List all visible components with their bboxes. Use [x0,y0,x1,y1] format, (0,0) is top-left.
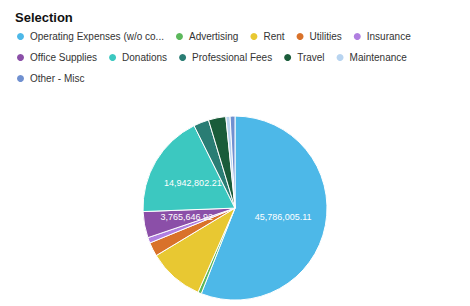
svg-text:Professional Fees: Professional Fees [192,52,272,63]
svg-text:Donations: Donations [122,52,167,63]
svg-text:3,765,646.92: 3,765,646.92 [161,212,214,222]
svg-text:Rent: Rent [263,31,284,42]
svg-text:Office Supplies: Office Supplies [30,52,97,63]
svg-text:Travel: Travel [297,52,324,63]
svg-text:Operating Expenses (w/o co...: Operating Expenses (w/o co... [30,31,164,42]
svg-text:45,786,005.11: 45,786,005.11 [255,212,312,222]
svg-text:Utilities: Utilities [310,31,342,42]
svg-text:Insurance: Insurance [367,31,411,42]
svg-text:Other - Misc: Other - Misc [30,73,84,84]
svg-text:14,942,802.21: 14,942,802.21 [164,178,222,188]
svg-text:Maintenance: Maintenance [350,52,408,63]
svg-text:Advertising: Advertising [189,31,238,42]
svg-text:Selection: Selection [15,10,73,25]
